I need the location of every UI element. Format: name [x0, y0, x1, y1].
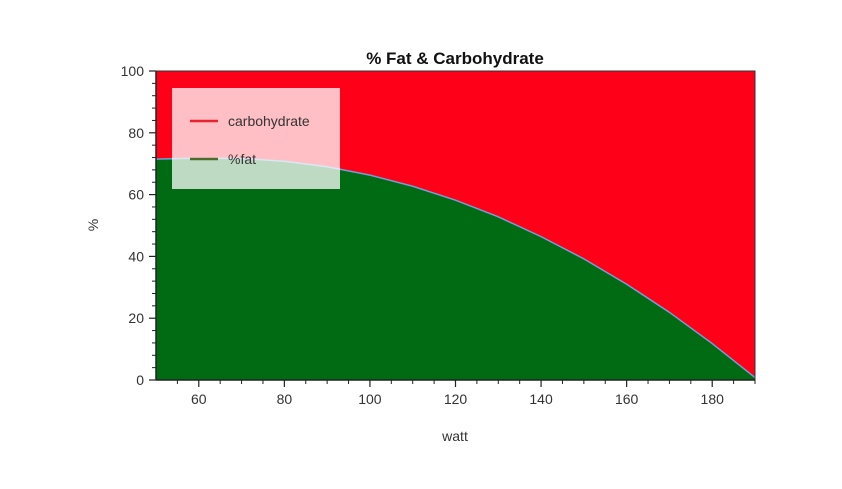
y-tick-label: 60 — [128, 187, 144, 203]
x-tick-label: 140 — [529, 391, 553, 407]
y-tick-label: 20 — [128, 310, 144, 326]
x-tick-label: 100 — [358, 391, 382, 407]
x-axis-label: watt — [441, 428, 468, 444]
legend-label: %fat — [228, 151, 256, 167]
y-tick-label: 40 — [128, 248, 144, 264]
x-axis: 60 80 100 120 140 160 180 — [156, 379, 756, 407]
x-tick-label: 160 — [615, 391, 639, 407]
x-tick-label: 120 — [444, 391, 468, 407]
fat-area — [156, 158, 755, 380]
x-tick-label: 60 — [191, 391, 207, 407]
y-tick-label: 0 — [136, 372, 144, 388]
x-tick-label: 180 — [701, 391, 725, 407]
y-axis: 0 20 40 60 80 100 — [121, 63, 157, 388]
y-tick-label: 100 — [121, 63, 145, 79]
y-axis-label: % — [85, 219, 101, 231]
legend-box — [172, 88, 340, 189]
chart-title: % Fat & Carbohydrate — [366, 49, 544, 68]
x-tick-label: 80 — [277, 391, 293, 407]
legend: carbohydrate %fat — [172, 88, 340, 189]
legend-label: carbohydrate — [228, 113, 310, 129]
y-tick-label: 80 — [128, 125, 144, 141]
